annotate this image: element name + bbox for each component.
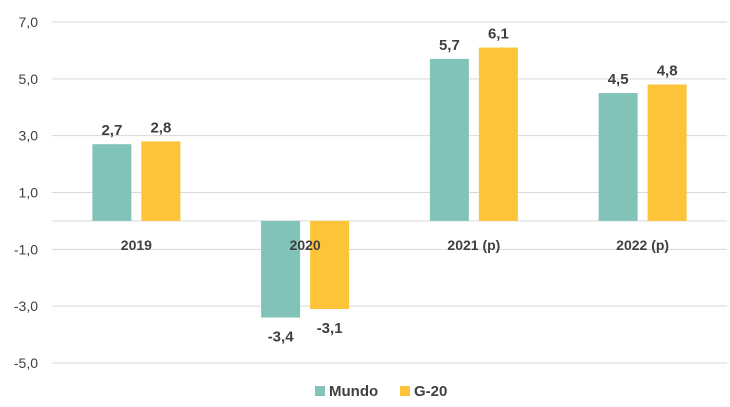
bar-mundo — [261, 220, 301, 318]
category-label: 2019 — [121, 237, 152, 253]
y-tick-label: 5,0 — [19, 71, 39, 87]
y-axis: 7,0 5,0 3,0 1,0 -1,0 -3,0 -5,0 — [14, 14, 38, 371]
bars — [92, 47, 687, 318]
data-label: 2,8 — [150, 119, 171, 136]
bar-g-20 — [141, 141, 181, 221]
data-label: -3,4 — [268, 329, 295, 346]
bar-g-20 — [647, 84, 687, 221]
category-label: 2022 (p) — [616, 237, 669, 253]
y-tick-label: -3,0 — [14, 298, 38, 314]
data-label: -3,1 — [317, 320, 343, 337]
data-label: 4,8 — [657, 63, 678, 80]
category-label: 2021 (p) — [447, 237, 500, 253]
data-label: 5,7 — [439, 37, 460, 54]
bar-mundo — [429, 58, 469, 221]
data-label: 2,7 — [101, 122, 122, 139]
legend-swatch — [400, 386, 410, 396]
y-tick-label: -1,0 — [14, 241, 38, 257]
y-tick-label: 3,0 — [19, 128, 39, 144]
y-tick-label: 7,0 — [19, 14, 39, 30]
y-tick-label: -5,0 — [14, 355, 38, 371]
data-label: 6,1 — [488, 26, 509, 43]
bar-mundo — [598, 93, 638, 221]
legend-label: Mundo — [329, 383, 378, 400]
category-labels: 2019 2020 2021 (p) 2022 (p) — [121, 237, 669, 253]
bar-mundo — [92, 144, 132, 221]
data-labels: 2,7 2,8 -3,4 -3,1 5,7 6,1 4,5 4,8 — [101, 26, 677, 346]
bar-g-20 — [310, 220, 350, 310]
legend-label: G-20 — [414, 383, 447, 400]
y-tick-label: 1,0 — [19, 185, 39, 201]
category-label: 2020 — [290, 237, 321, 253]
data-label: 4,5 — [608, 71, 629, 88]
legend: Mundo G-20 — [315, 383, 447, 400]
legend-swatch — [315, 386, 325, 396]
bar-g-20 — [478, 47, 518, 221]
